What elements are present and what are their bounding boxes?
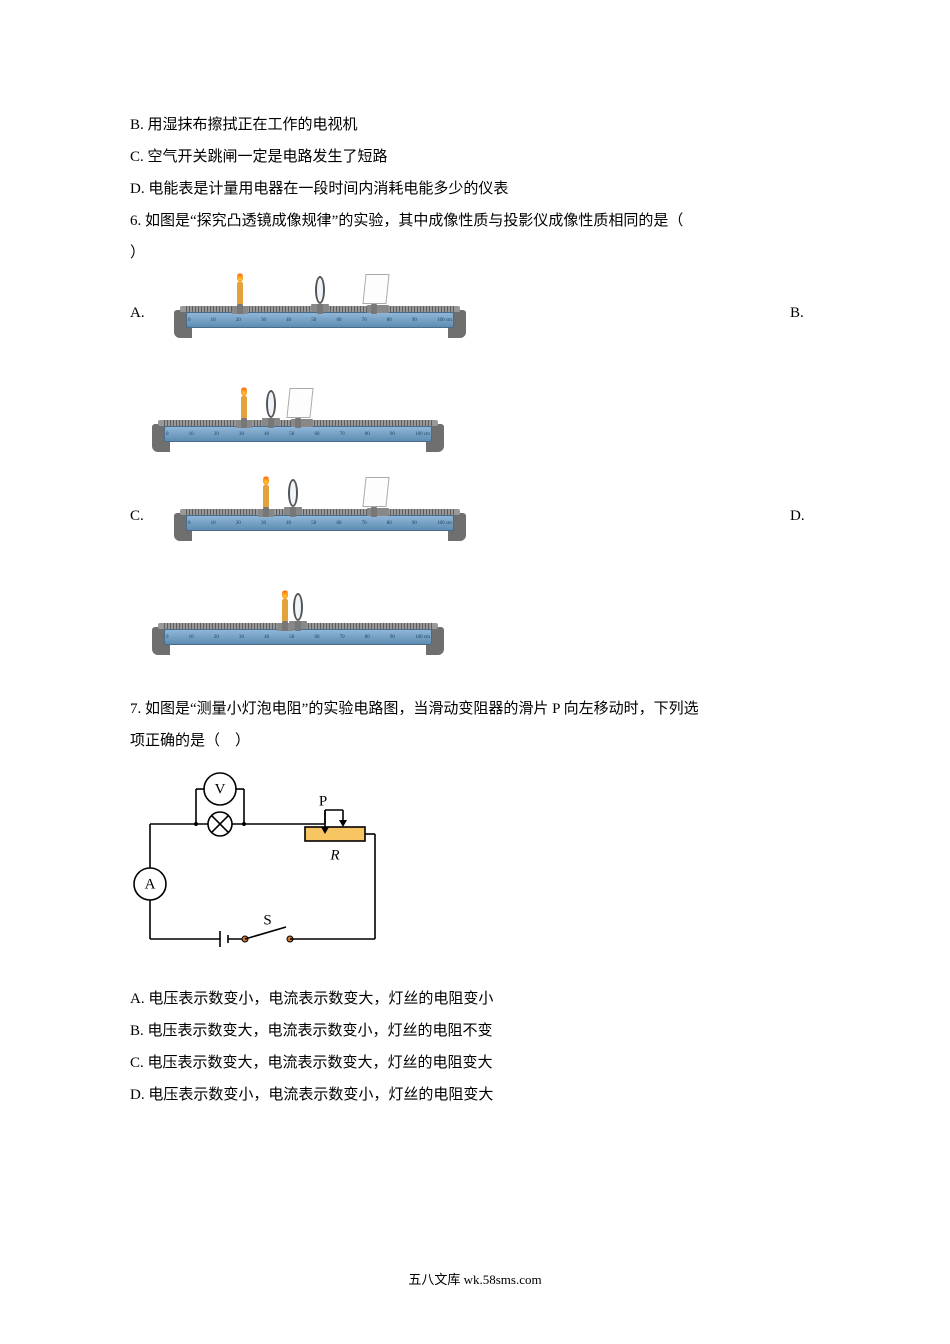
q6-a-label: A.	[130, 298, 160, 338]
q7-stem-1: 7. 如图是“测量小灯泡电阻”的实验电路图，当滑动变阻器的滑片 P 向左移动时，…	[130, 694, 820, 724]
lens-icon	[266, 390, 276, 418]
q5-option-d: D. 电能表是计量用电器在一段时间内消耗电能多少的仪表	[130, 174, 820, 204]
screen-icon	[362, 274, 389, 304]
q6-bench-b: 0102030405060708090100 cm	[152, 388, 444, 452]
candle-icon	[282, 599, 288, 621]
q6-row-ab: A. 0102030405060708090100 cm B.	[130, 274, 820, 338]
candle-icon	[241, 396, 247, 418]
q6-d-label: D.	[790, 501, 820, 541]
q6-b-label: B.	[790, 298, 820, 338]
svg-text:R: R	[329, 847, 339, 863]
q5-option-b: B. 用湿抹布擦拭正在工作的电视机	[130, 110, 820, 140]
q6-bench-d-wrap: 0102030405060708090100 cm	[152, 591, 820, 666]
q7-option-c: C. 电压表示数变大，电流表示数变大，灯丝的电阻变大	[130, 1048, 820, 1078]
q6-bench-c: 0102030405060708090100 cm	[174, 477, 466, 541]
q6-close-paren: ）	[130, 238, 820, 268]
screen-icon	[362, 477, 389, 507]
page-footer: 五八文库 wk.58sms.com	[0, 1269, 950, 1288]
q6-row-cd: C. 0102030405060708090100 cm D.	[130, 477, 820, 541]
lens-icon	[288, 479, 298, 507]
candle-icon	[237, 282, 243, 304]
q7-circuit-figure: S R P V A	[130, 764, 820, 970]
lens-icon	[293, 593, 303, 621]
svg-text:V: V	[215, 781, 226, 797]
q7-stem-2: 项正确的是（ ）	[130, 726, 820, 756]
q6-bench-d: 0102030405060708090100 cm	[152, 591, 444, 655]
svg-text:S: S	[263, 912, 271, 928]
q6-bench-a: 0102030405060708090100 cm	[174, 274, 466, 338]
q6-c-label: C.	[130, 501, 160, 541]
q6-bench-b-wrap: 0102030405060708090100 cm	[152, 388, 820, 463]
q5-option-c: C. 空气开关跳闸一定是电路发生了短路	[130, 142, 820, 172]
q7-option-d: D. 电压表示数变小，电流表示数变小，灯丝的电阻变大	[130, 1080, 820, 1110]
lens-icon	[315, 276, 325, 304]
page-content: B. 用湿抹布擦拭正在工作的电视机 C. 空气开关跳闸一定是电路发生了短路 D.…	[0, 0, 950, 1110]
candle-icon	[263, 485, 269, 507]
screen-icon	[286, 388, 313, 418]
svg-text:P: P	[319, 793, 327, 809]
svg-text:A: A	[145, 876, 156, 892]
q6-stem: 6. 如图是“探究凸透镜成像规律”的实验，其中成像性质与投影仪成像性质相同的是（	[130, 206, 820, 236]
q7-option-a: A. 电压表示数变小，电流表示数变大，灯丝的电阻变小	[130, 984, 820, 1014]
q7-option-b: B. 电压表示数变大，电流表示数变小，灯丝的电阻不变	[130, 1016, 820, 1046]
